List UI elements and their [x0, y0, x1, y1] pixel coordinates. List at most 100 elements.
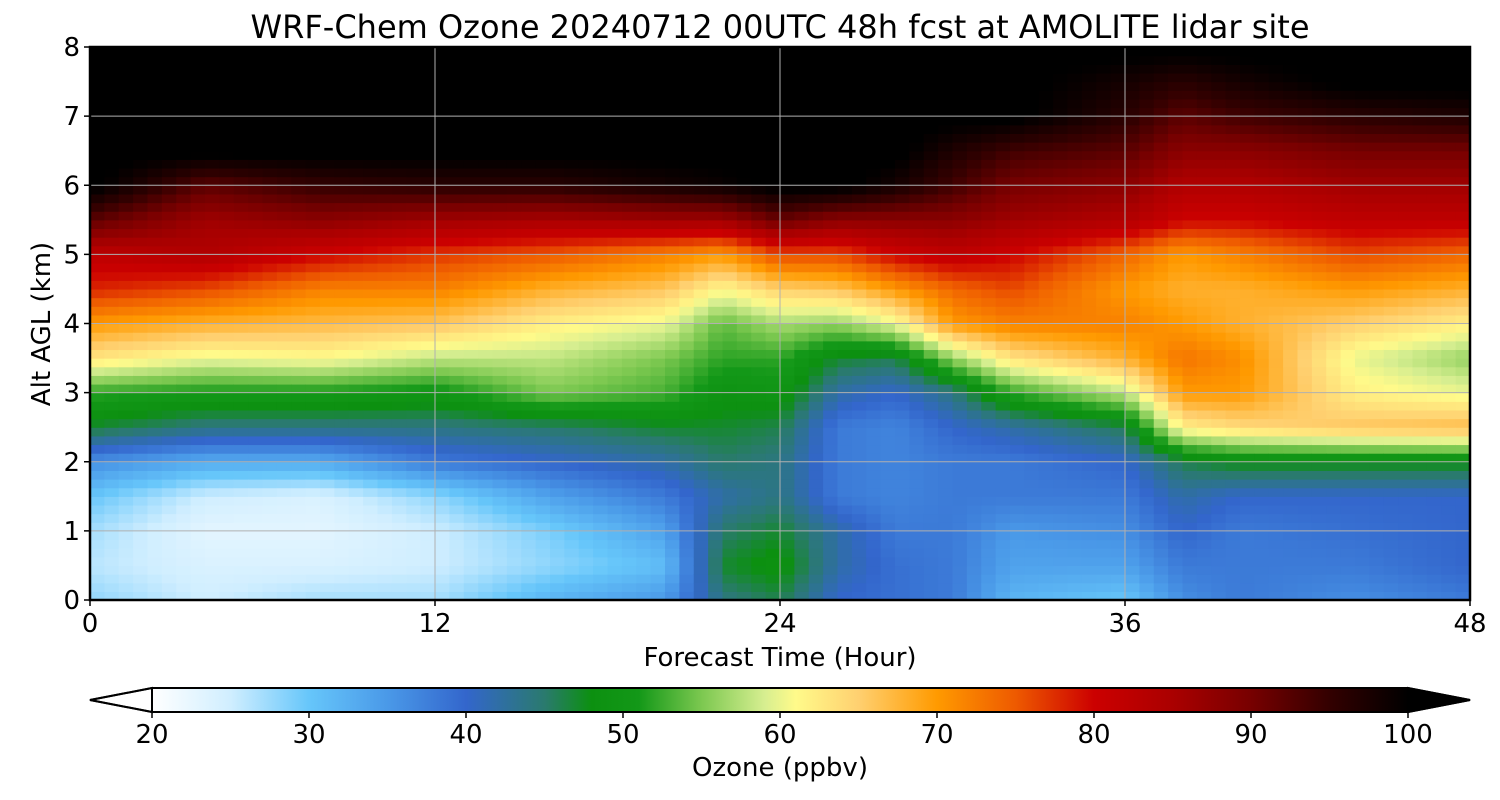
heatmap-cell [751, 64, 767, 74]
heatmap-cell [923, 288, 939, 299]
heatmap-cell [176, 133, 192, 143]
heatmap-cell [708, 349, 724, 359]
heatmap-cell [578, 461, 594, 471]
heatmap-cell [291, 470, 307, 480]
heatmap-cell [751, 522, 767, 532]
heatmap-cell [147, 176, 163, 186]
heatmap-cell [521, 47, 537, 57]
heatmap-cell [1081, 358, 1097, 368]
heatmap-cell [320, 116, 335, 126]
heatmap-cell [751, 574, 767, 584]
heatmap-cell [823, 332, 839, 342]
heatmap-cell [708, 591, 724, 600]
heatmap-cell [578, 280, 594, 290]
heatmap-cell [593, 159, 609, 169]
heatmap-cell [593, 288, 609, 299]
heatmap-cell [363, 444, 379, 454]
heatmap-cell [118, 280, 134, 290]
heatmap-cell [794, 556, 810, 567]
heatmap-cell [722, 116, 738, 126]
heatmap-cell [636, 574, 652, 584]
heatmap-cell [449, 513, 465, 523]
heatmap-cell [736, 487, 752, 497]
heatmap-cell [808, 444, 824, 454]
heatmap-cell [233, 418, 249, 428]
heatmap-cell [305, 107, 321, 117]
heatmap-cell [1196, 271, 1212, 281]
heatmap-cell [492, 98, 508, 109]
heatmap-cell [578, 150, 594, 160]
heatmap-cell [909, 297, 925, 307]
heatmap-cell [550, 461, 565, 471]
heatmap-cell [291, 72, 307, 83]
heatmap-cell [708, 418, 724, 428]
heatmap-cell [1053, 193, 1069, 204]
heatmap-cell [463, 461, 479, 471]
heatmap-cell [535, 263, 551, 273]
heatmap-cell [506, 124, 522, 135]
heatmap-cell [823, 202, 839, 212]
heatmap-cell [736, 237, 752, 247]
heatmap-cell [161, 280, 177, 290]
heatmap-cell [550, 479, 565, 489]
heatmap-cell [176, 453, 192, 463]
heatmap-cell [808, 297, 824, 307]
heatmap-cell [938, 314, 954, 325]
heatmap-cell [1139, 167, 1155, 178]
heatmap-cell [320, 522, 335, 532]
heatmap-cell [305, 461, 321, 471]
heatmap-cell [736, 530, 752, 541]
heatmap-cell [808, 513, 824, 523]
heatmap-cell [248, 496, 264, 506]
heatmap-cell [205, 582, 220, 592]
heatmap-cell [305, 150, 321, 160]
heatmap-cell [1182, 479, 1198, 489]
heatmap-cell [851, 142, 867, 152]
heatmap-cell [1153, 142, 1169, 152]
heatmap-cell [1053, 254, 1069, 264]
heatmap-cell [1081, 479, 1097, 489]
heatmap-cell [104, 358, 120, 368]
heatmap-cell [1053, 142, 1069, 152]
heatmap-cell [334, 358, 350, 368]
heatmap-cell [1139, 297, 1155, 307]
heatmap-cell [1182, 565, 1198, 575]
heatmap-cell [866, 72, 882, 83]
heatmap-cell [1024, 461, 1040, 471]
heatmap-cell [1053, 55, 1069, 65]
heatmap-cell [535, 98, 551, 109]
heatmap-cell [1053, 280, 1069, 290]
heatmap-cell [1182, 263, 1198, 273]
heatmap-cell [1010, 271, 1025, 281]
heatmap-cell [808, 453, 824, 463]
heatmap-cell [492, 288, 508, 299]
heatmap-cell [851, 228, 867, 238]
heatmap-cell [621, 366, 637, 376]
heatmap-cell [1168, 280, 1184, 290]
heatmap-cell [607, 202, 623, 212]
heatmap-cell [837, 366, 853, 376]
heatmap-cell [794, 219, 810, 230]
heatmap-cell [765, 470, 781, 480]
heatmap-cell [363, 487, 379, 497]
heatmap-cell [780, 116, 795, 126]
heatmap-cell [1110, 237, 1126, 247]
heatmap-cell [492, 55, 508, 65]
heatmap-cell [607, 245, 623, 255]
heatmap-cell [1110, 427, 1126, 437]
heatmap-cell [420, 383, 436, 394]
heatmap-cell [1182, 427, 1198, 437]
heatmap-cell [722, 263, 738, 273]
heatmap-cell [722, 487, 738, 497]
heatmap-cell [334, 530, 350, 541]
heatmap-cell [952, 55, 968, 65]
heatmap-cell [650, 72, 666, 83]
heatmap-cell [161, 47, 177, 57]
heatmap-cell [636, 504, 652, 515]
heatmap-cell [147, 254, 163, 264]
heatmap-cell [118, 530, 134, 541]
heatmap-cell [952, 124, 968, 135]
heatmap-cell [823, 582, 839, 592]
heatmap-cell [1067, 133, 1083, 143]
heatmap-cell [880, 358, 896, 368]
